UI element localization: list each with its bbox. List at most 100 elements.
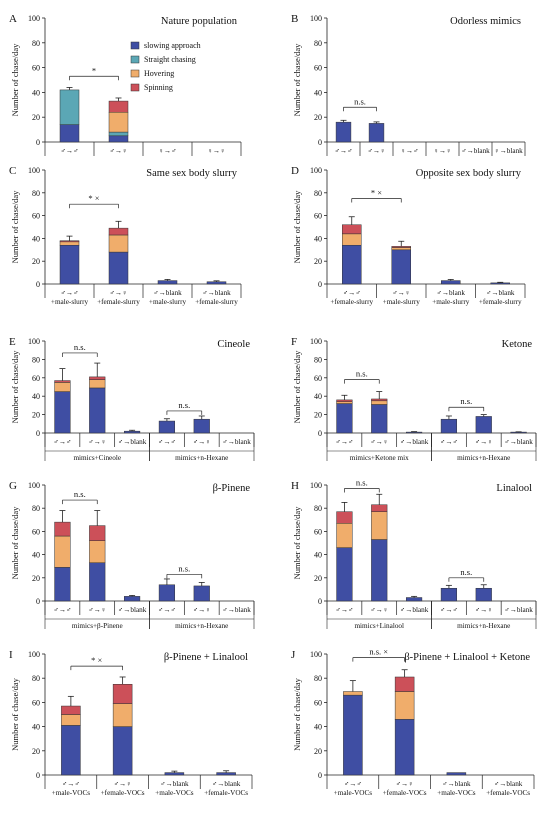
y-tick-label: 60 <box>314 698 322 707</box>
significance-label: n.s. <box>74 342 86 352</box>
panel-letter: D <box>291 165 299 177</box>
bar-segment <box>123 596 141 602</box>
y-tick-label: 20 <box>314 113 322 122</box>
group-label: mimics+β-Pinene <box>72 622 123 630</box>
x-category-label: ♂→♀ <box>396 780 414 788</box>
y-axis-label: Number of chase/day <box>292 43 302 116</box>
panel-title: Ketone <box>502 339 533 350</box>
x-category-label: ♂→blank <box>153 289 182 297</box>
panel-title: Cineole <box>217 339 250 350</box>
x-category-label: ♂→blank <box>118 606 147 614</box>
y-tick-label: 100 <box>310 337 322 346</box>
x-category-label: ♀→blank <box>494 147 523 155</box>
bar-segment <box>342 224 362 235</box>
y-tick-label: 0 <box>318 429 322 438</box>
x-category-label: ♂→♀ <box>370 606 388 614</box>
significance-label: n.s. <box>356 369 368 379</box>
bar-segment <box>391 247 411 251</box>
y-tick-label: 100 <box>310 166 322 175</box>
group-label: mimics+n-Hexane <box>175 454 228 462</box>
y-tick-label: 80 <box>314 39 322 48</box>
panel-title: Nature population <box>161 16 238 27</box>
y-axis-label: Number of chase/day <box>10 506 20 579</box>
x-category-label: +female-slurry <box>479 298 522 306</box>
y-axis-label: Number of chase/day <box>292 350 302 423</box>
chart-panel-h: 0 20 40 60 80 100 H Linalool Number of chase/day… <box>291 477 537 630</box>
bar-segment <box>164 772 185 776</box>
y-tick-label: 40 <box>314 551 322 560</box>
x-category-label: ♂→♀ <box>110 147 128 155</box>
x-category-label: ♂→blank <box>222 606 251 614</box>
x-category-label: +female-slurry <box>330 298 373 306</box>
bar-segment <box>54 521 71 537</box>
y-tick-label: 80 <box>314 355 322 364</box>
x-category-label: +male-VOCs <box>437 789 476 797</box>
bar-segment <box>336 399 353 402</box>
x-category-label: ♀→♂ <box>401 147 419 155</box>
legend-label: Hovering <box>144 69 174 78</box>
y-tick-label: 80 <box>32 674 40 683</box>
panel-letter: G <box>9 480 17 492</box>
y-tick-label: 80 <box>314 189 322 198</box>
bar-segment <box>510 431 527 434</box>
group-label: mimics+Cineole <box>73 454 121 462</box>
x-category-label: +female-VOCs <box>486 789 530 797</box>
y-axis-label: Number of chase/day <box>292 677 302 750</box>
y-tick-label: 60 <box>32 527 40 536</box>
x-category-label: ♂→♀ <box>370 438 388 446</box>
x-category-label: ♂→blank <box>160 780 189 788</box>
y-tick-label: 40 <box>314 88 322 97</box>
y-tick-label: 20 <box>314 747 322 756</box>
significance-label: * × <box>88 193 99 203</box>
bar-segment <box>336 523 353 548</box>
bar-segment <box>335 121 352 143</box>
y-tick-label: 100 <box>310 650 322 659</box>
x-category-label: +female-slurry <box>195 298 238 306</box>
bar-segment <box>193 418 210 434</box>
x-category-label: ♀→♀ <box>434 147 452 155</box>
panel-title: Opposite sex body slurry <box>416 168 522 179</box>
bar-segment <box>108 131 129 137</box>
y-tick-label: 0 <box>36 429 40 438</box>
significance-label: n.s. <box>178 563 190 573</box>
chart-panel-c: 0 20 40 60 80 100 C Same sex body slurry Number … <box>9 165 242 306</box>
x-category-label: ♂→♀ <box>193 606 211 614</box>
x-category-label: ♂→blank <box>222 438 251 446</box>
bar-segment <box>108 100 129 113</box>
y-axis-label: Number of chase/day <box>10 190 20 263</box>
x-category-label: ♂→♀ <box>88 606 106 614</box>
y-tick-label: 0 <box>36 138 40 147</box>
y-tick-label: 60 <box>314 527 322 536</box>
bar-segment <box>206 281 227 285</box>
bar-segment <box>342 244 362 285</box>
bar-segment <box>59 244 80 285</box>
group-label: mimics+Linalool <box>354 622 404 630</box>
bar-segment <box>108 234 129 253</box>
x-category-label: ♂→♀ <box>114 780 132 788</box>
bar-segment <box>336 403 353 434</box>
bar-segment <box>405 597 423 602</box>
chart-panel-j: 0 20 40 60 80 100 J β-Pinene + Linalool + Keton… <box>291 647 535 797</box>
bar-segment <box>108 227 129 236</box>
chart-panel-a: 0 20 40 60 80 100 A Nature population Number of … <box>9 13 242 156</box>
bar-segment <box>54 567 71 602</box>
x-category-label: ♂→♂ <box>344 780 362 788</box>
x-category-label: ♂→♂ <box>335 606 353 614</box>
bar-segment <box>336 511 353 524</box>
x-category-label: +female-VOCs <box>204 789 248 797</box>
y-tick-label: 20 <box>32 574 40 583</box>
significance-label: n.s. × <box>369 647 388 657</box>
bar-segment <box>123 430 141 434</box>
bar-segment <box>446 772 467 776</box>
y-tick-label: 60 <box>314 212 322 221</box>
y-tick-label: 40 <box>314 723 322 732</box>
bar-segment <box>440 418 458 434</box>
chart-panel-d: 0 20 40 60 80 100 D Opposite sex body slurry Num… <box>291 165 526 306</box>
bar-segment <box>371 504 388 512</box>
bar-segment <box>54 382 71 392</box>
bar-segment <box>490 282 510 285</box>
significance-label: * × <box>91 655 102 665</box>
panel-title: β-Pinene + Linalool + Ketone <box>404 652 530 663</box>
x-category-label: ♂→♀ <box>193 438 211 446</box>
